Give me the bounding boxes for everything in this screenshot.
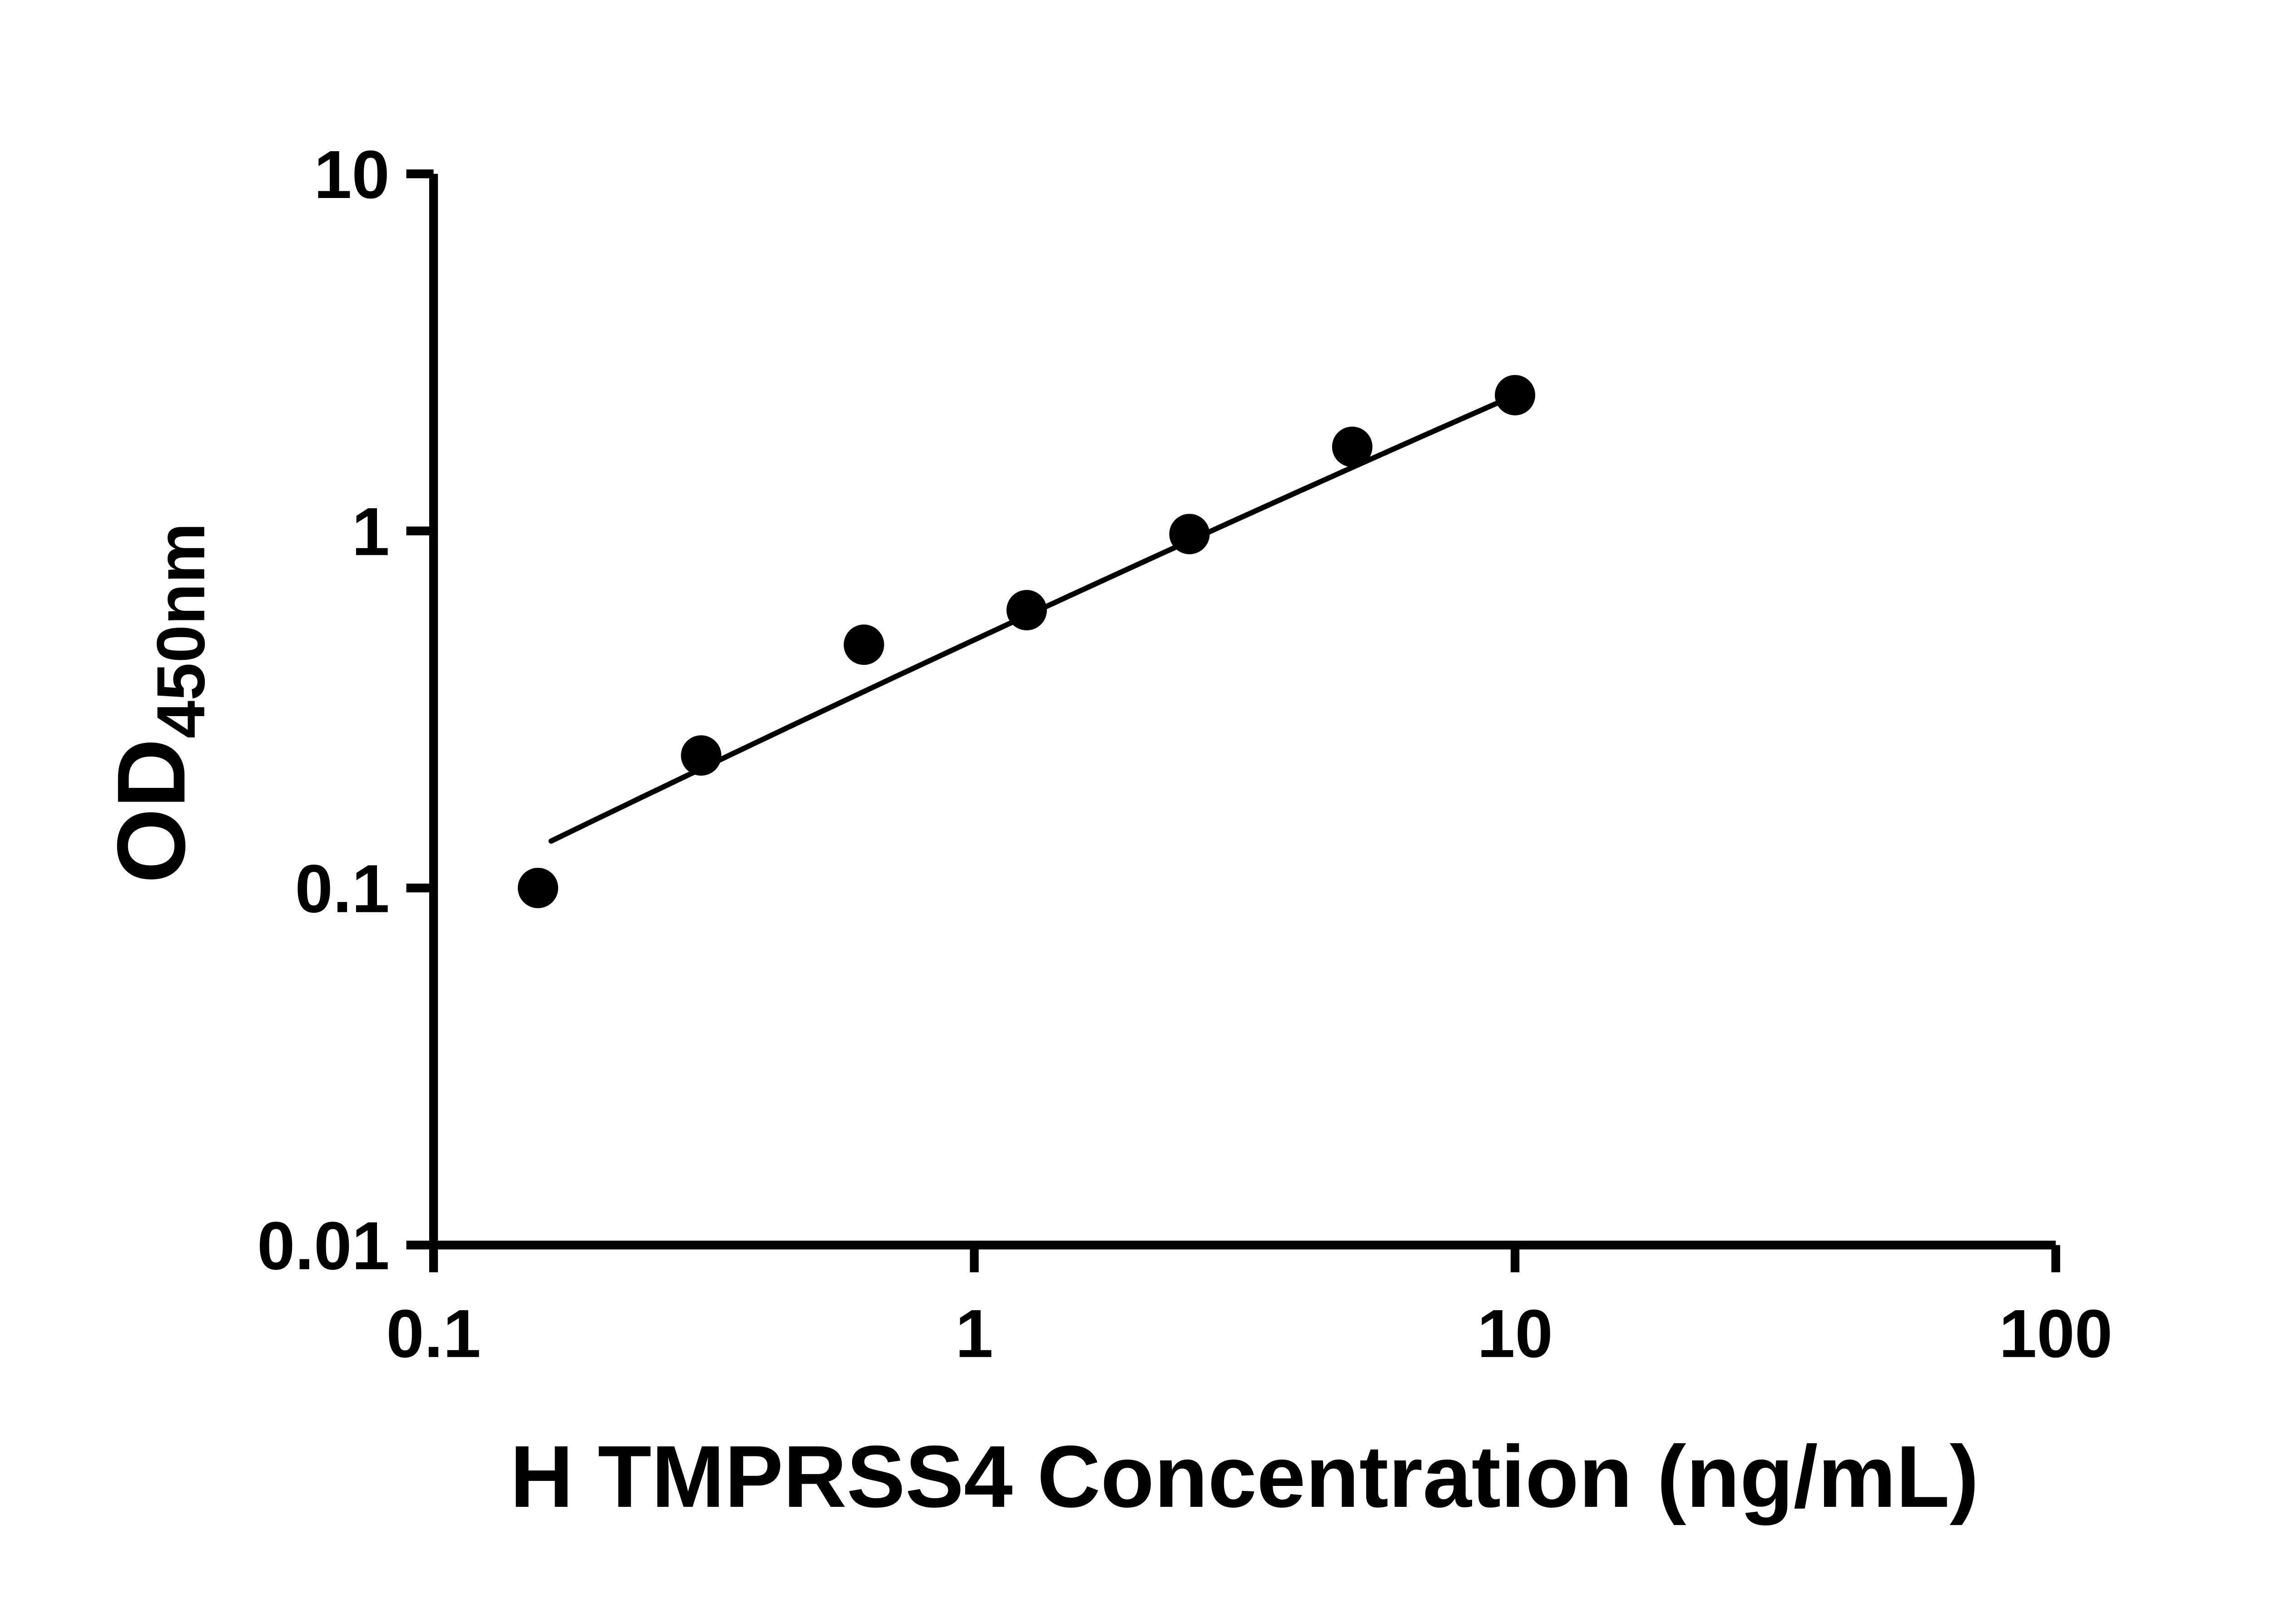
data-point — [517, 867, 558, 908]
data-point — [1495, 375, 1536, 416]
y-tick-label: 1 — [352, 493, 389, 569]
axes-frame — [429, 173, 2056, 1250]
data-point — [681, 735, 722, 776]
y-axis-title-main: OD — [97, 738, 205, 883]
y-tick-label: 0.1 — [295, 851, 389, 927]
x-axis-title: H TMPRSS4 Concentration (ng/mL) — [510, 1427, 1979, 1525]
y-axis-title-subscript: 450nm — [143, 523, 219, 738]
y-tick-label: 0.01 — [257, 1208, 390, 1284]
data-point — [843, 624, 884, 665]
data-point — [1169, 514, 1210, 555]
data-point — [1332, 426, 1373, 467]
x-tick-label: 100 — [1999, 1295, 2112, 1371]
x-tick-label: 1 — [955, 1295, 993, 1371]
x-tick-label: 0.1 — [386, 1295, 481, 1371]
plot-area: 0.1 1 10 100 0.01 0.1 1 10 — [257, 136, 2112, 1371]
y-axis-title: OD450nm — [97, 523, 219, 883]
data-point — [1006, 589, 1047, 630]
y-tick-label: 10 — [314, 136, 390, 213]
x-tick-label: 10 — [1477, 1295, 1553, 1371]
